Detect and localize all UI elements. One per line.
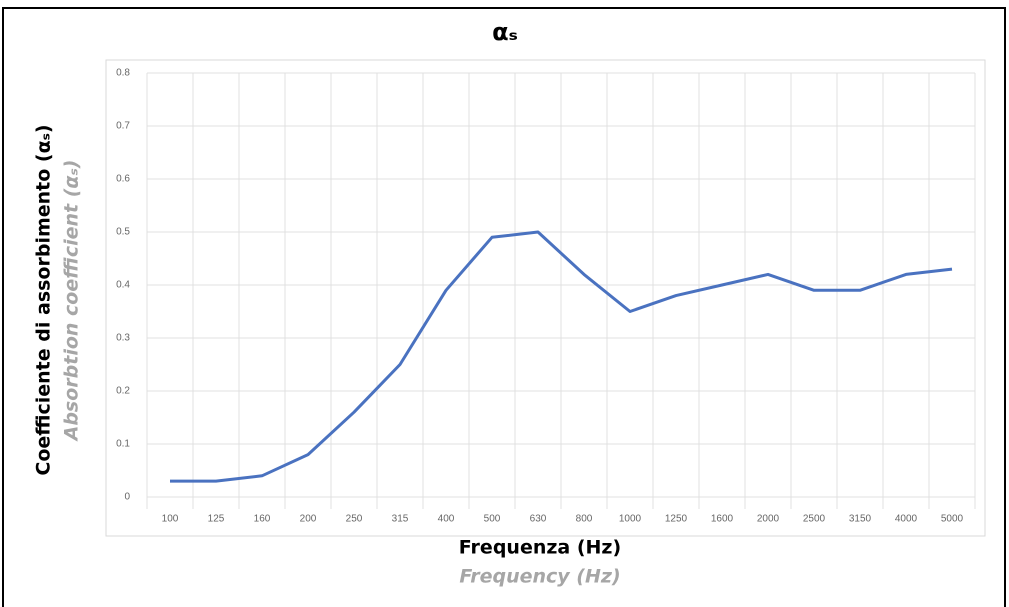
x-tick-label: 2000 — [757, 514, 780, 525]
y-tick-label: 0.1 — [116, 439, 130, 450]
y-tick-label: 0.7 — [116, 121, 130, 132]
x-tick-label: 5000 — [941, 514, 964, 525]
x-tick-label: 200 — [300, 514, 317, 525]
x-tick-label: 2500 — [803, 514, 826, 525]
y-tick-label: 0.3 — [116, 333, 130, 344]
chart-title: αₛ — [492, 18, 518, 46]
x-tick-label: 125 — [208, 514, 225, 525]
y-tick-label: 0.5 — [116, 227, 130, 238]
x-axis-label: Frequenza (Hz) — [459, 537, 621, 559]
outer-frame — [2, 7, 1006, 607]
x-tick-label: 500 — [484, 514, 501, 525]
data-line — [170, 230, 953, 483]
x-tick-label: 160 — [254, 514, 271, 525]
x-tick-label: 1600 — [711, 514, 734, 525]
y-tick-label: 0.2 — [116, 386, 130, 397]
x-tick-label: 315 — [392, 514, 409, 525]
x-tick-label: 630 — [530, 514, 547, 525]
x-tick-label: 400 — [438, 514, 455, 525]
y-tick-label: 0.4 — [116, 280, 130, 291]
x-tick-label: 800 — [576, 514, 593, 525]
x-tick-label: 1250 — [665, 514, 688, 525]
x-tick-label: 3150 — [849, 514, 872, 525]
y-tick-label: 0.6 — [116, 174, 130, 185]
x-axis-label-en: Frequency (Hz) — [459, 566, 620, 588]
x-tick-label: 4000 — [895, 514, 918, 525]
y-tick-label: 0 — [124, 492, 130, 503]
y-axis-label: Coefficiente di assorbimento (αₛ) — [33, 124, 55, 475]
x-tick-label: 1000 — [619, 514, 642, 525]
x-tick-label: 250 — [346, 514, 363, 525]
x-tick-label: 100 — [162, 514, 179, 525]
y-axis-label-en: Absorbtion coefficient (αₛ) — [61, 160, 83, 443]
plot-frame — [105, 59, 986, 537]
y-tick-label: 0.8 — [116, 68, 130, 79]
